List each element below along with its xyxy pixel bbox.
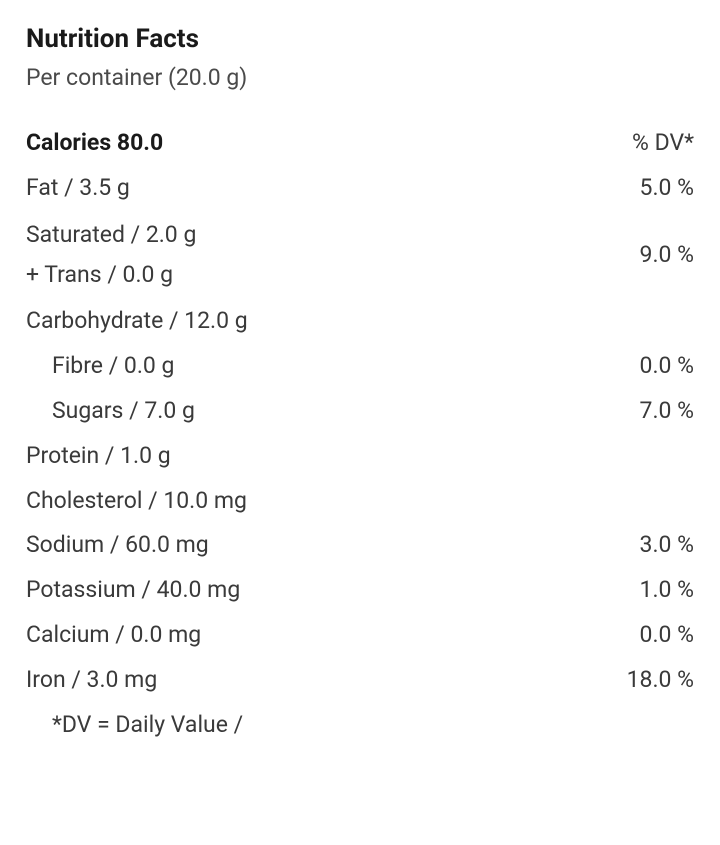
fat-label: Fat / 3.5 g (26, 166, 130, 211)
sugars-dv: 7.0 % (640, 389, 694, 434)
sodium-label: Sodium / 60.0 mg (26, 523, 209, 568)
fibre-dv: 0.0 % (640, 344, 694, 389)
dv-header: % DV* (632, 121, 694, 166)
saturated-trans-row: Saturated / 2.0 g + Trans / 0.0 g 9.0 % (26, 211, 694, 300)
calcium-label: Calcium / 0.0 mg (26, 613, 201, 658)
carbohydrate-row: Carbohydrate / 12.0 g (26, 299, 694, 344)
fat-dv: 5.0 % (640, 166, 694, 211)
carbohydrate-label: Carbohydrate / 12.0 g (26, 299, 248, 344)
calories-label: Calories 80.0 (26, 121, 163, 166)
dv-footnote: *DV = Daily Value / (26, 703, 694, 748)
calcium-row: Calcium / 0.0 mg 0.0 % (26, 613, 694, 658)
sodium-row: Sodium / 60.0 mg 3.0 % (26, 523, 694, 568)
sugars-row: Sugars / 7.0 g 7.0 % (26, 389, 694, 434)
cholesterol-row: Cholesterol / 10.0 mg (26, 479, 694, 524)
saturated-trans-dv: 9.0 % (640, 241, 694, 268)
sugars-label: Sugars / 7.0 g (26, 389, 195, 434)
fibre-label: Fibre / 0.0 g (26, 344, 174, 389)
nutrition-title: Nutrition Facts (26, 24, 694, 54)
iron-row: Iron / 3.0 mg 18.0 % (26, 658, 694, 703)
calcium-dv: 0.0 % (640, 613, 694, 658)
saturated-label: Saturated / 2.0 g (26, 215, 196, 255)
sodium-dv: 3.0 % (640, 523, 694, 568)
iron-label: Iron / 3.0 mg (26, 658, 157, 703)
calories-row: Calories 80.0 % DV* (26, 121, 694, 166)
serving-size: Per container (20.0 g) (26, 64, 694, 91)
potassium-label: Potassium / 40.0 mg (26, 568, 240, 613)
iron-dv: 18.0 % (627, 658, 694, 703)
potassium-dv: 1.0 % (640, 568, 694, 613)
protein-row: Protein / 1.0 g (26, 434, 694, 479)
fat-row: Fat / 3.5 g 5.0 % (26, 166, 694, 211)
potassium-row: Potassium / 40.0 mg 1.0 % (26, 568, 694, 613)
fibre-row: Fibre / 0.0 g 0.0 % (26, 344, 694, 389)
trans-label: + Trans / 0.0 g (26, 255, 196, 295)
cholesterol-label: Cholesterol / 10.0 mg (26, 479, 247, 524)
protein-label: Protein / 1.0 g (26, 434, 171, 479)
